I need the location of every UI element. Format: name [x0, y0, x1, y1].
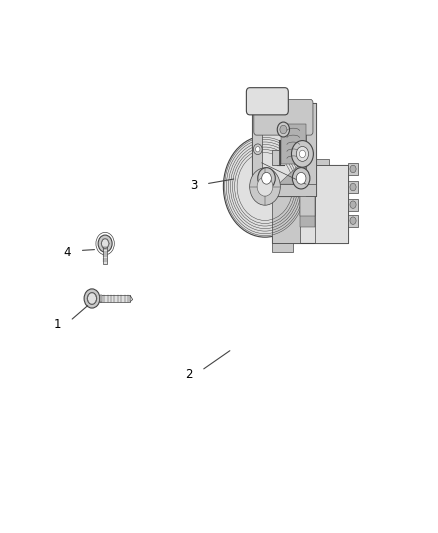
Circle shape: [98, 235, 112, 252]
Bar: [272, 165, 348, 243]
Bar: [272, 150, 279, 165]
Circle shape: [101, 239, 109, 248]
Text: 1: 1: [54, 318, 61, 330]
Circle shape: [293, 167, 310, 189]
Circle shape: [296, 173, 306, 184]
Bar: [289, 159, 328, 165]
Circle shape: [258, 167, 275, 189]
Bar: [348, 181, 358, 193]
Polygon shape: [130, 295, 133, 302]
Bar: [103, 244, 107, 264]
Circle shape: [250, 168, 280, 205]
Bar: [99, 295, 130, 302]
Bar: [272, 165, 300, 243]
Circle shape: [257, 177, 273, 196]
Circle shape: [87, 293, 97, 304]
Bar: [272, 243, 293, 252]
Circle shape: [262, 173, 271, 184]
Text: 3: 3: [190, 179, 197, 192]
Circle shape: [280, 125, 287, 134]
Bar: [348, 215, 358, 227]
Text: 4: 4: [64, 246, 71, 259]
Circle shape: [292, 141, 314, 167]
Circle shape: [296, 147, 308, 161]
FancyBboxPatch shape: [246, 88, 288, 115]
Text: 2: 2: [185, 368, 193, 381]
Bar: [252, 184, 315, 196]
Bar: [281, 124, 306, 164]
Circle shape: [256, 147, 260, 152]
Bar: [252, 102, 315, 196]
Bar: [300, 179, 315, 227]
Bar: [306, 102, 315, 196]
Bar: [348, 163, 358, 175]
Bar: [252, 102, 262, 196]
Circle shape: [350, 165, 356, 173]
Circle shape: [223, 136, 307, 237]
Circle shape: [350, 183, 356, 191]
Circle shape: [350, 201, 356, 208]
Bar: [100, 295, 102, 302]
Polygon shape: [279, 159, 306, 184]
Circle shape: [300, 150, 305, 158]
Bar: [348, 199, 358, 211]
FancyBboxPatch shape: [254, 100, 313, 135]
Bar: [300, 195, 315, 216]
Circle shape: [253, 144, 262, 155]
Circle shape: [84, 289, 100, 308]
Circle shape: [350, 217, 356, 224]
Bar: [315, 165, 348, 243]
Circle shape: [277, 122, 290, 137]
